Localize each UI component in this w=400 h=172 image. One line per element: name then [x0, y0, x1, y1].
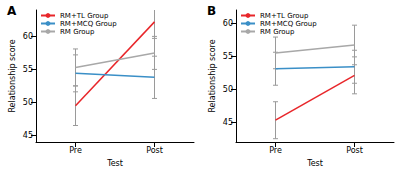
svg-text:50: 50 — [223, 85, 233, 94]
svg-text:RM+TL Group: RM+TL Group — [60, 12, 109, 20]
svg-text:Pre: Pre — [269, 146, 282, 155]
svg-text:B: B — [207, 4, 216, 18]
svg-text:A: A — [7, 4, 17, 18]
svg-text:Relationship score: Relationship score — [8, 39, 17, 112]
svg-text:50: 50 — [23, 98, 33, 107]
svg-text:RM+TL Group: RM+TL Group — [260, 12, 309, 20]
svg-text:Test: Test — [106, 159, 123, 168]
svg-text:Post: Post — [146, 146, 163, 155]
svg-text:45: 45 — [23, 131, 33, 140]
svg-text:55: 55 — [23, 65, 33, 74]
svg-text:RM+MCQ Group: RM+MCQ Group — [60, 20, 117, 28]
svg-text:45: 45 — [223, 118, 233, 127]
svg-text:60: 60 — [223, 19, 233, 28]
svg-text:Post: Post — [346, 146, 363, 155]
svg-text:Test: Test — [306, 159, 323, 168]
svg-text:RM+MCQ Group: RM+MCQ Group — [260, 20, 317, 28]
svg-text:RM Group: RM Group — [260, 28, 295, 36]
svg-text:Relationship score: Relationship score — [208, 39, 217, 112]
svg-text:55: 55 — [223, 52, 233, 61]
svg-text:Pre: Pre — [69, 146, 82, 155]
svg-text:RM Group: RM Group — [60, 28, 95, 36]
svg-text:60: 60 — [23, 32, 33, 41]
